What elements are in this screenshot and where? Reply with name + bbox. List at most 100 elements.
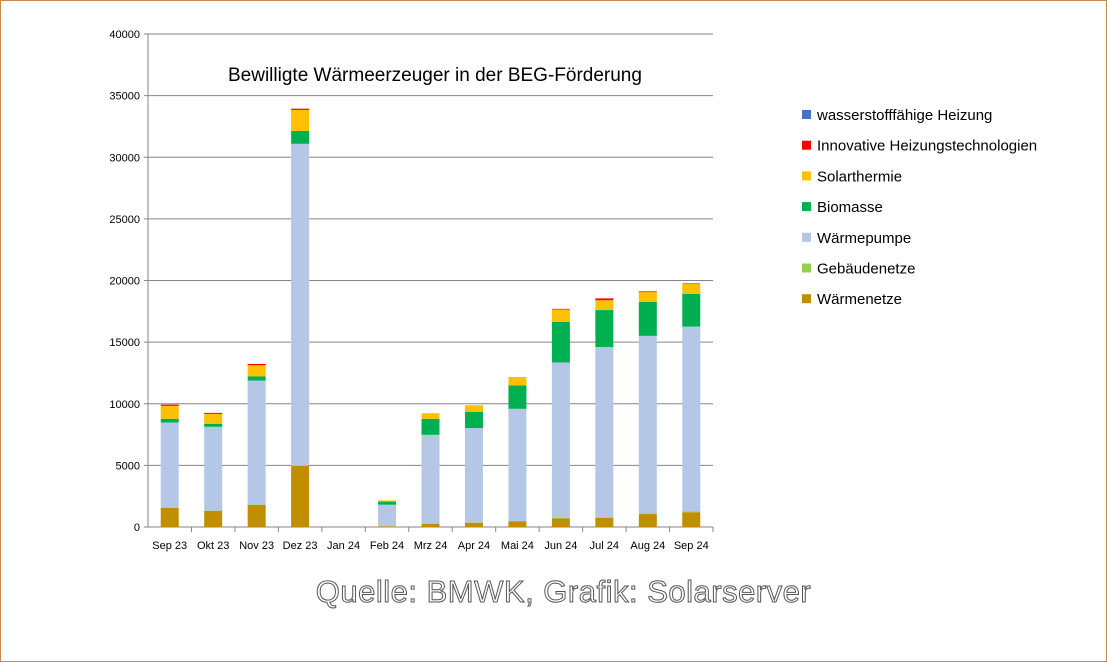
bar-segment-wärmenetze (508, 521, 527, 527)
bar-segment-biomasse (421, 418, 440, 435)
y-tick-label: 25000 (109, 214, 140, 226)
bars (160, 108, 701, 527)
x-tick-label: Aug 24 (630, 540, 665, 552)
bar-segment-solarthermie (378, 500, 397, 502)
bar-segment-biomasse (508, 385, 527, 409)
bar-segment-wärmepumpe (551, 362, 570, 518)
legend: wasserstofffähige Heizung Innovative Heiz… (802, 107, 1037, 308)
bar-segment-biomasse (378, 501, 397, 505)
bar-segment-wärmepumpe (160, 422, 179, 508)
bar-segment-biomasse (291, 130, 310, 144)
bar-segment-innovative-heizungstechnologien (638, 291, 657, 293)
bar-segment-solarthermie (595, 300, 614, 311)
bar-segment-wärmenetze (421, 523, 440, 527)
legend-label: Wärmenetze (817, 291, 902, 308)
bar-segment-wärmenetze (160, 507, 179, 527)
x-axis-ticks: Sep 23 Okt 23 Nov 23 Dez 23 Jan 24 Feb 24 Mrz … (152, 540, 708, 552)
legend-swatch (802, 202, 811, 212)
bar-segment-biomasse (595, 310, 614, 348)
legend-label: Solarthermie (817, 168, 902, 185)
x-tick-label: Sep 24 (674, 540, 709, 552)
legend-label: Innovative Heizungstechnologien (817, 138, 1037, 155)
x-tick-label: Feb 24 (370, 540, 404, 552)
bar-segment-biomasse (638, 301, 657, 336)
bar-segment-wärmepumpe (595, 347, 614, 518)
x-tick-label: Okt 23 (197, 540, 229, 552)
bar-segment-gebäudenetze (682, 511, 701, 513)
bar-segment-innovative-heizungstechnologien (160, 404, 179, 406)
bar-segment-wärmepumpe (247, 380, 266, 505)
x-tick-label: Dez 23 (283, 540, 318, 552)
bar-segment-biomasse (204, 423, 223, 427)
y-tick-label: 40000 (109, 29, 140, 41)
y-axis-ticks: 0 5000 10000 15000 20000 25000 30000 35000 40000 (109, 29, 140, 534)
y-tick-label: 15000 (109, 337, 140, 349)
bar-segment-wärmenetze (551, 518, 570, 527)
bar-segment-wärmepumpe (378, 504, 397, 527)
bar-segment-wärmenetze (378, 526, 397, 527)
gridlines (144, 33, 714, 532)
legend-swatch (802, 232, 811, 242)
bar-segment-biomasse (464, 412, 483, 429)
bar-segment-wärmepumpe (204, 426, 223, 511)
bar-segment-solarthermie (551, 309, 570, 322)
legend-swatch (802, 263, 811, 273)
bar-segment-gebäudenetze (551, 517, 570, 519)
bar-segment-wärmenetze (638, 514, 657, 527)
legend-label: Wärmepumpe (817, 230, 911, 247)
bar-segment-solarthermie (160, 405, 179, 419)
bar-segment-solarthermie (508, 377, 527, 386)
bar-segment-innovative-heizungstechnologien (551, 308, 570, 310)
legend-swatch (802, 171, 811, 181)
bar-segment-gebäudenetze (638, 513, 657, 515)
legend-swatch (802, 140, 811, 150)
source-caption: Quelle: BMWK, Grafik: Solarserver (315, 574, 812, 610)
legend-swatch (802, 110, 811, 119)
bar-segment-innovative-heizungstechnologien (682, 283, 701, 285)
bar-segment-solarthermie (421, 413, 440, 419)
bar-segment-solarthermie (464, 405, 483, 413)
legend-label: Biomasse (817, 199, 883, 216)
legend-label: wasserstofffähige Heizung (816, 107, 992, 124)
bar-segment-wärmenetze (204, 510, 223, 527)
bar-segment-innovative-heizungstechnologien (247, 363, 266, 366)
bar-segment-wärmepumpe (508, 408, 527, 521)
x-tick-label: Jan 24 (327, 540, 360, 552)
bar-segment-wärmepumpe (464, 428, 483, 523)
bar-segment-wärmenetze (291, 465, 310, 527)
y-tick-label: 20000 (109, 276, 140, 288)
x-tick-label: Sep 23 (152, 540, 187, 552)
y-tick-label: 5000 (116, 460, 140, 472)
y-tick-label: 0 (134, 522, 140, 534)
bar-segment-biomasse (247, 376, 266, 381)
x-tick-label: Mai 24 (501, 540, 534, 552)
bar-segment-wärmenetze (682, 512, 701, 527)
x-tick-label: Jul 24 (590, 540, 619, 552)
bar-segment-wärmepumpe (291, 143, 310, 466)
bar-segment-gebäudenetze (595, 517, 614, 518)
y-tick-label: 35000 (109, 91, 140, 103)
bar-segment-innovative-heizungstechnologien (595, 298, 614, 301)
legend-label: Gebäudenetze (817, 261, 915, 278)
bar-segment-wärmepumpe (682, 326, 701, 512)
bar-segment-solarthermie (247, 365, 266, 377)
bar-segment-biomasse (551, 321, 570, 363)
bar-segment-biomasse (160, 418, 179, 423)
bar-segment-innovative-heizungstechnologien (291, 108, 310, 110)
bar-segment-wärmenetze (247, 504, 266, 527)
bar-segment-innovative-heizungstechnologien (204, 412, 223, 414)
x-tick-label: Jun 24 (544, 540, 577, 552)
bar-segment-biomasse (682, 293, 701, 327)
bar-segment-solarthermie (638, 292, 657, 302)
chart-title: Bewilligte Wärmeerzeuger in der BEG-Förd… (228, 65, 642, 86)
bar-segment-wärmenetze (595, 517, 614, 527)
y-tick-label: 30000 (109, 152, 140, 164)
legend-swatch (802, 294, 811, 304)
bar-segment-wärmepumpe (638, 335, 657, 514)
bar-segment-solarthermie (204, 413, 223, 424)
bar-segment-solarthermie (682, 284, 701, 294)
bar-segment-solarthermie (291, 109, 310, 131)
x-tick-label: Nov 23 (239, 540, 274, 552)
y-tick-label: 10000 (109, 399, 140, 411)
